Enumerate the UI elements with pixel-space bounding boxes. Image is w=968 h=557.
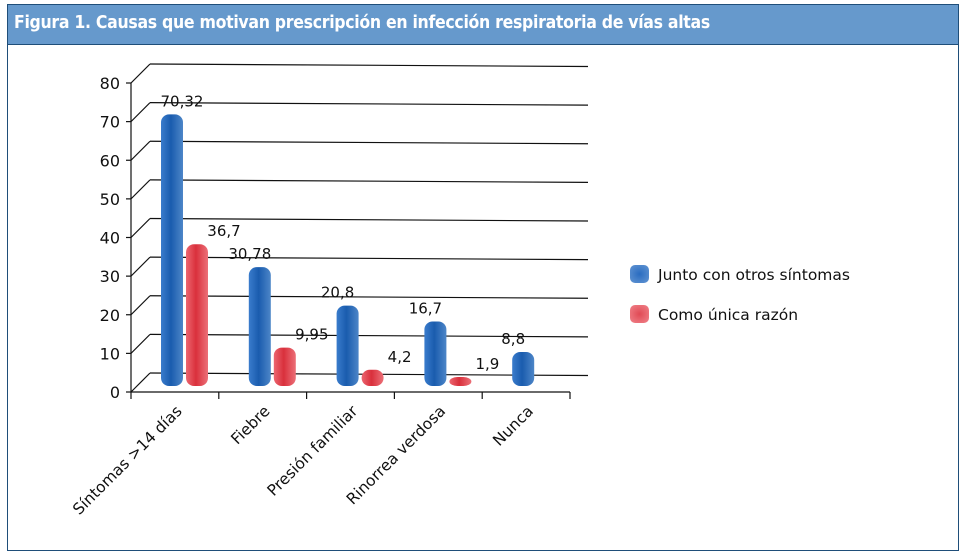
figure-title: Figura 1. Causas que motivan prescripció… <box>14 13 710 33</box>
gridline-diagonal <box>130 179 151 200</box>
x-category-label: Rinorrea verdosa <box>343 402 449 508</box>
bar-junto <box>512 352 535 386</box>
gridline <box>149 333 589 338</box>
gridline-diagonal <box>130 218 151 238</box>
data-label: 8,8 <box>501 330 525 348</box>
y-tick-label: 70 <box>100 113 120 132</box>
data-label: 70,32 <box>161 92 204 110</box>
bars <box>161 114 535 386</box>
x-category-label: Presión familiar <box>264 402 362 500</box>
y-tick-label: 10 <box>100 344 120 363</box>
bar-junto <box>424 321 447 386</box>
bar-junto <box>161 114 183 386</box>
gridline-diagonal <box>130 295 151 316</box>
y-tick-label: 50 <box>100 190 120 209</box>
gridline-diagonal <box>130 372 151 393</box>
gridline-diagonal <box>130 256 151 277</box>
legend-label: Junto con otros síntomas <box>657 266 850 284</box>
gridline-diagonal <box>130 102 151 123</box>
bar-unica <box>449 377 472 386</box>
bar-unica <box>186 244 208 386</box>
bar-junto <box>336 305 359 386</box>
data-labels: 70,32 36,7 30,78 9,95 20,8 4,2 16,7 1,98,8 <box>161 92 526 373</box>
x-category-label: Fiebre <box>228 402 274 448</box>
bar-junto <box>248 267 271 386</box>
gridline <box>149 217 589 222</box>
legend: Junto con otros síntomas Como única razón <box>630 265 850 324</box>
y-tick-label: 0 <box>110 383 120 402</box>
gridline <box>149 256 589 261</box>
gridline <box>149 295 589 299</box>
gridline <box>149 63 589 68</box>
data-label: 1,9 <box>475 355 499 373</box>
legend-swatch-junto <box>630 265 649 283</box>
bar-unica <box>273 347 296 386</box>
legend-swatch-unica <box>630 305 649 323</box>
title-bar: Figura 1. Causas que motivan prescripció… <box>8 5 958 45</box>
bar-unica <box>361 369 384 386</box>
x-category-label: Nunca <box>489 402 537 450</box>
legend-label: Como única razón <box>658 306 798 324</box>
y-tick-label: 40 <box>100 229 120 248</box>
gridline-diagonal <box>130 140 151 161</box>
data-label: 16,7 <box>409 299 442 317</box>
gridline <box>149 140 589 145</box>
y-tick-label: 80 <box>100 74 120 93</box>
data-label: 4,2 <box>388 348 412 366</box>
data-label: 30,78 <box>228 245 271 263</box>
y-tick-label: 30 <box>100 267 120 286</box>
gridline <box>149 179 589 183</box>
x-category-label: Síntomas >14 días <box>69 402 185 518</box>
gridline-diagonal <box>130 333 151 354</box>
data-label: 20,8 <box>321 284 354 302</box>
gridline-diagonal <box>130 63 151 84</box>
gridline <box>149 102 589 106</box>
data-label: 9,95 <box>295 326 328 344</box>
data-label: 36,7 <box>207 222 240 240</box>
y-tick-label: 20 <box>100 306 120 325</box>
y-tick-label: 60 <box>100 151 120 170</box>
